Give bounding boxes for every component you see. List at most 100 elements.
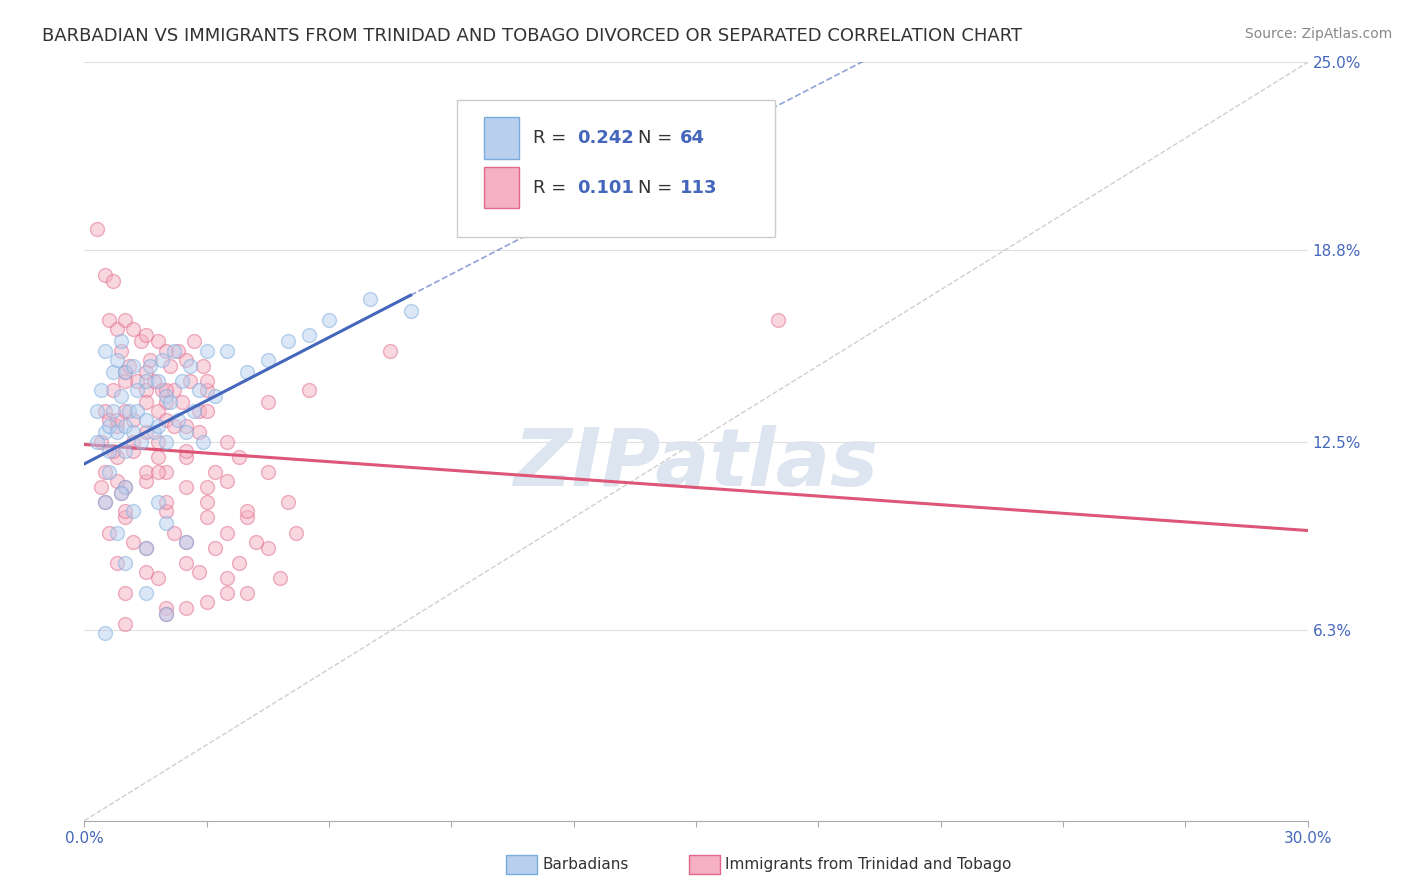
Point bbox=[236, 510, 259, 524]
Point bbox=[122, 322, 145, 336]
Point bbox=[187, 565, 209, 579]
Point bbox=[150, 383, 173, 397]
Point bbox=[155, 434, 177, 449]
Point bbox=[236, 504, 259, 518]
Point bbox=[174, 443, 197, 458]
Point bbox=[118, 359, 141, 373]
Point bbox=[298, 328, 321, 343]
Point bbox=[217, 586, 239, 600]
Point bbox=[114, 616, 136, 631]
Point bbox=[135, 541, 157, 555]
Point bbox=[114, 313, 136, 327]
Point bbox=[114, 556, 136, 570]
Bar bbox=[484, 118, 519, 159]
Point bbox=[163, 383, 186, 397]
Point bbox=[93, 425, 115, 440]
Point bbox=[146, 434, 169, 449]
Point bbox=[114, 510, 136, 524]
Point bbox=[285, 525, 308, 540]
Point bbox=[114, 374, 136, 388]
Point bbox=[146, 334, 169, 349]
Point bbox=[150, 352, 173, 367]
Point bbox=[127, 374, 149, 388]
Point bbox=[269, 571, 291, 585]
Point bbox=[101, 365, 124, 379]
Point bbox=[122, 534, 145, 549]
Text: BARBADIAN VS IMMIGRANTS FROM TRINIDAD AND TOBAGO DIVORCED OR SEPARATED CORRELATI: BARBADIAN VS IMMIGRANTS FROM TRINIDAD AN… bbox=[42, 27, 1022, 45]
Point bbox=[155, 607, 177, 622]
Point bbox=[183, 404, 205, 418]
Point bbox=[127, 383, 149, 397]
Point bbox=[195, 343, 218, 358]
Point bbox=[155, 389, 177, 403]
Point bbox=[135, 328, 157, 343]
Point bbox=[138, 352, 160, 367]
Point bbox=[155, 465, 177, 479]
Point bbox=[399, 304, 422, 318]
Point bbox=[183, 334, 205, 349]
Point bbox=[90, 480, 112, 494]
Point bbox=[101, 274, 124, 288]
Point bbox=[135, 425, 157, 440]
Point bbox=[195, 495, 218, 509]
Text: Source: ZipAtlas.com: Source: ZipAtlas.com bbox=[1244, 27, 1392, 41]
Point bbox=[257, 541, 280, 555]
Point bbox=[174, 534, 197, 549]
Point bbox=[131, 334, 153, 349]
Point bbox=[146, 495, 169, 509]
Point bbox=[174, 556, 197, 570]
Point bbox=[122, 359, 145, 373]
Point bbox=[101, 383, 124, 397]
Point bbox=[97, 313, 120, 327]
Point bbox=[174, 450, 197, 464]
Point bbox=[101, 404, 124, 418]
Point bbox=[174, 480, 197, 494]
Point bbox=[298, 383, 321, 397]
Point bbox=[146, 404, 169, 418]
Point bbox=[195, 383, 218, 397]
Point bbox=[93, 495, 115, 509]
Point bbox=[122, 434, 145, 449]
Point bbox=[93, 343, 115, 358]
Point bbox=[245, 534, 267, 549]
Point bbox=[155, 395, 177, 409]
Text: Barbadians: Barbadians bbox=[543, 857, 628, 871]
Point bbox=[146, 571, 169, 585]
Point bbox=[174, 419, 197, 434]
Point bbox=[228, 450, 250, 464]
Point bbox=[146, 419, 169, 434]
Point bbox=[122, 443, 145, 458]
Point bbox=[172, 395, 194, 409]
Point bbox=[114, 404, 136, 418]
Point bbox=[114, 480, 136, 494]
Point bbox=[114, 365, 136, 379]
Point bbox=[135, 395, 157, 409]
Point bbox=[277, 334, 299, 349]
Point bbox=[135, 413, 157, 427]
Point bbox=[257, 465, 280, 479]
Point bbox=[174, 425, 197, 440]
Point bbox=[204, 465, 226, 479]
Point bbox=[110, 389, 132, 403]
Point bbox=[93, 465, 115, 479]
Point bbox=[236, 586, 259, 600]
Point bbox=[359, 292, 381, 306]
Point bbox=[122, 504, 145, 518]
Point bbox=[110, 486, 132, 500]
Point bbox=[97, 465, 120, 479]
Point bbox=[187, 404, 209, 418]
Point bbox=[97, 413, 120, 427]
Point bbox=[236, 365, 259, 379]
Point bbox=[228, 556, 250, 570]
Point bbox=[135, 565, 157, 579]
Point bbox=[146, 374, 169, 388]
Point bbox=[110, 334, 132, 349]
Point bbox=[135, 541, 157, 555]
Bar bbox=[484, 167, 519, 209]
Point bbox=[155, 516, 177, 531]
Point bbox=[195, 510, 218, 524]
Point bbox=[167, 413, 190, 427]
Point bbox=[146, 465, 169, 479]
Point bbox=[179, 374, 201, 388]
Point bbox=[114, 586, 136, 600]
